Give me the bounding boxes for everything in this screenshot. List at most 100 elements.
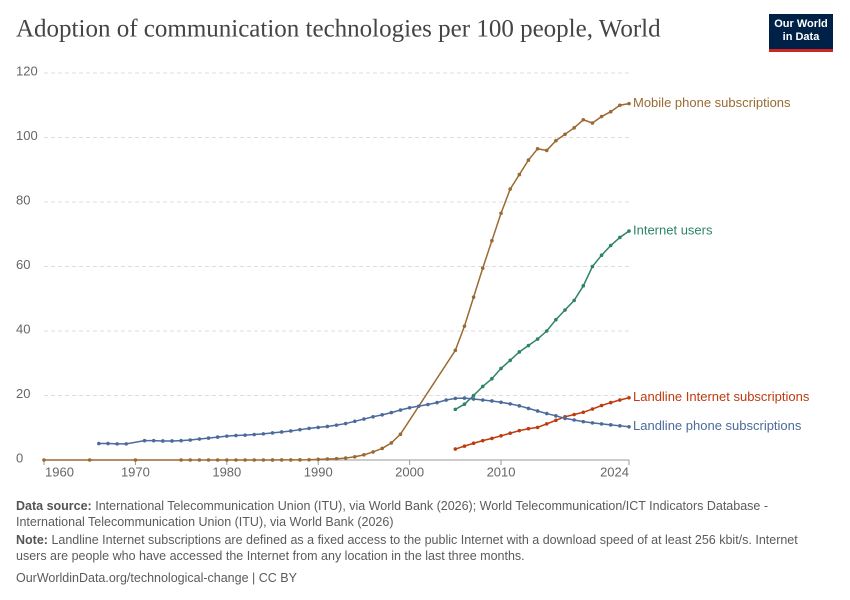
point — [517, 428, 522, 433]
x-tick-label: 1990 — [304, 464, 333, 479]
point — [279, 430, 284, 434]
note: Note: Landline Internet subscriptions ar… — [16, 532, 831, 564]
point — [298, 427, 302, 432]
point — [279, 458, 284, 462]
point — [288, 458, 293, 462]
point — [517, 350, 522, 354]
point — [618, 398, 622, 402]
series-line — [454, 230, 630, 411]
point — [188, 438, 193, 442]
point — [554, 138, 558, 143]
x-tick-label: 2010 — [487, 464, 516, 479]
source-text: International Telecommunication Union (I… — [16, 499, 768, 529]
point — [206, 436, 211, 440]
point — [188, 458, 193, 462]
point — [572, 298, 576, 303]
point — [526, 426, 531, 431]
y-tick-label: 100 — [16, 128, 38, 143]
point — [590, 121, 595, 125]
point — [444, 398, 448, 402]
point — [398, 432, 403, 437]
point — [554, 414, 558, 418]
y-tick-label: 60 — [16, 257, 30, 272]
x-tick-label: 2000 — [395, 464, 424, 479]
point — [499, 434, 503, 438]
point — [471, 441, 476, 446]
point — [490, 376, 494, 381]
point — [544, 329, 549, 333]
chart-title: Adoption of communication technologies p… — [16, 16, 661, 43]
y-tick-label: 120 — [16, 63, 38, 78]
point — [554, 418, 558, 423]
point — [627, 101, 631, 106]
point — [581, 284, 586, 288]
point — [627, 395, 631, 400]
point — [288, 429, 293, 433]
y-tick-label: 20 — [16, 386, 30, 401]
point — [508, 402, 512, 406]
series-label: Landline phone subscriptions — [633, 418, 802, 433]
point — [627, 229, 631, 233]
point — [352, 419, 357, 424]
point — [471, 393, 476, 398]
y-tick-label: 80 — [16, 192, 30, 207]
point — [554, 317, 558, 322]
point — [371, 450, 375, 454]
point — [544, 411, 549, 416]
point — [453, 407, 458, 412]
point — [435, 400, 439, 405]
point — [462, 324, 467, 328]
point — [252, 432, 257, 437]
point — [298, 458, 302, 462]
point — [471, 397, 476, 401]
point — [97, 441, 101, 446]
point — [380, 413, 385, 417]
point — [590, 264, 595, 269]
point — [627, 424, 631, 429]
point — [124, 442, 129, 446]
point — [142, 438, 147, 443]
x-tick-label: 1970 — [121, 464, 150, 479]
point — [371, 414, 375, 419]
point — [499, 400, 503, 405]
x-tick-label: 1960 — [45, 464, 74, 479]
logo: Our World in Data — [769, 14, 833, 52]
point — [480, 438, 485, 443]
point — [133, 458, 138, 462]
point — [462, 396, 467, 400]
point — [490, 436, 494, 441]
point — [270, 458, 275, 462]
y-tick-label: 40 — [16, 321, 30, 336]
point — [526, 343, 531, 348]
point — [544, 422, 549, 426]
point — [499, 211, 503, 216]
point — [563, 308, 567, 312]
y-tick-label: 0 — [16, 450, 23, 465]
point — [599, 253, 604, 258]
point — [42, 458, 46, 462]
footer: OurWorldinData.org/technological-change … — [16, 571, 297, 585]
x-tick-label: 1980 — [212, 464, 241, 479]
note-label: Note: — [16, 533, 48, 547]
point — [490, 399, 494, 403]
series-label: Mobile phone subscriptions — [633, 95, 791, 110]
source-label: Data source: — [16, 499, 92, 513]
point — [197, 458, 202, 462]
point — [618, 235, 622, 240]
point — [618, 424, 622, 428]
point — [471, 295, 476, 299]
point — [480, 398, 485, 402]
point — [352, 454, 357, 459]
point — [307, 457, 311, 462]
point — [261, 432, 266, 436]
point — [535, 425, 540, 430]
series-line — [98, 397, 630, 445]
point — [243, 458, 247, 462]
source: Data source: International Telecommunica… — [16, 498, 831, 530]
point — [453, 447, 458, 451]
point — [462, 402, 467, 407]
point — [243, 433, 247, 437]
point — [234, 433, 238, 438]
point — [225, 458, 229, 462]
